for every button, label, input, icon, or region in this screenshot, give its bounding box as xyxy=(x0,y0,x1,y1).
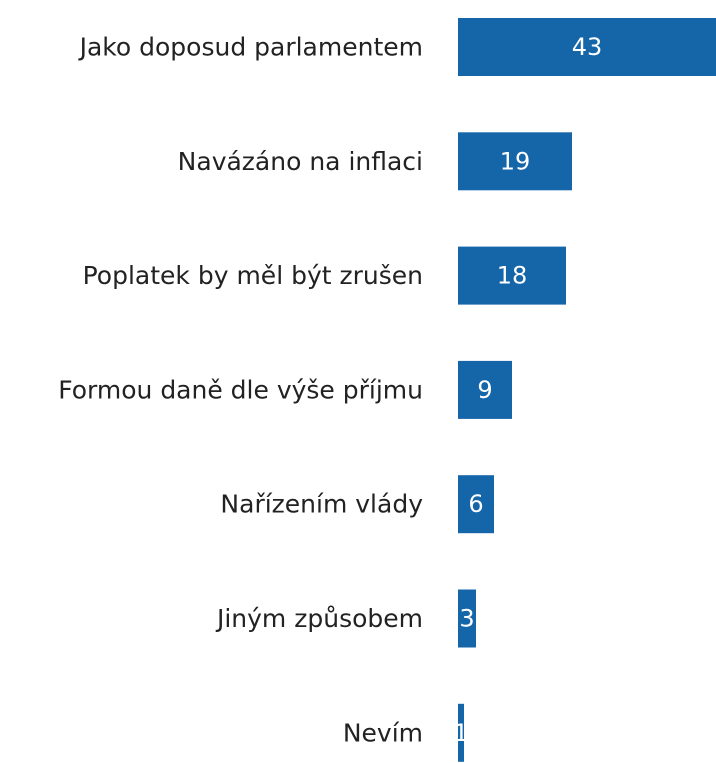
bar xyxy=(458,360,512,419)
category-label: Poplatek by měl být zrušen xyxy=(83,261,423,290)
bar xyxy=(458,703,464,762)
category-label: Nevím xyxy=(343,718,423,747)
value-label: 43 xyxy=(572,33,603,61)
bar xyxy=(458,246,566,305)
value-label: 6 xyxy=(468,490,483,518)
value-label: 3 xyxy=(459,605,474,633)
bar xyxy=(458,589,476,648)
category-label: Formou daně dle výše příjmu xyxy=(58,375,423,404)
bar xyxy=(458,18,716,76)
bar xyxy=(458,475,494,534)
value-label: 18 xyxy=(497,262,528,290)
category-label: Jiným způsobem xyxy=(215,604,423,633)
category-label: Jako doposud parlamentem xyxy=(78,33,423,62)
value-label: 1 xyxy=(453,719,468,747)
category-label: Navázáno na inflaci xyxy=(178,147,423,176)
bar xyxy=(458,132,572,191)
value-label: 19 xyxy=(500,147,531,175)
category-label: Nařízením vlády xyxy=(220,490,423,519)
value-label: 9 xyxy=(477,376,492,404)
